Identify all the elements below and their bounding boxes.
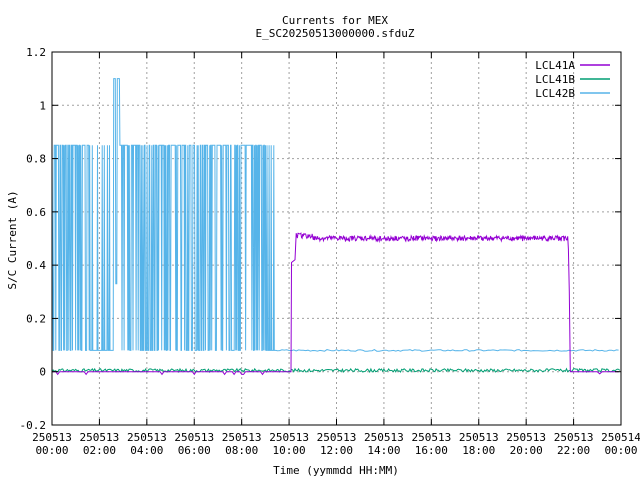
y-axis-label: S/C Current (A) [6,190,19,289]
x-tick-label-date: 250513 [269,431,309,444]
x-tick-label-date: 250513 [459,431,499,444]
x-tick-label-date: 250513 [127,431,167,444]
series-line-lcl42b [51,78,619,352]
y-tick-label: 0.2 [26,312,46,325]
x-tick-label-date: 250513 [174,431,214,444]
x-tick-label-time: 10:00 [273,444,306,457]
chart-title: Currents for MEX [282,14,388,27]
x-tick-label-date: 250513 [317,431,357,444]
x-tick-label-date: 250513 [32,431,72,444]
x-tick-label-date: 250513 [222,431,262,444]
y-tick-label: 0.6 [26,206,46,219]
x-tick-label-time: 20:00 [510,444,543,457]
y-tick-label: 1 [39,99,46,112]
x-tick-label-time: 16:00 [415,444,448,457]
y-tick-label: 0 [39,366,46,379]
y-tick-label: 1.2 [26,46,46,59]
y-tick-label: -0.2 [20,419,47,432]
x-tick-label-time: 14:00 [367,444,400,457]
legend-label-lcl41a: LCL41A [535,59,575,72]
x-tick-label-time: 00:00 [35,444,68,457]
x-tick-label-date: 250514 [601,431,640,444]
x-tick-label-time: 22:00 [557,444,590,457]
x-tick-label-time: 12:00 [320,444,353,457]
x-tick-label-date: 250513 [506,431,546,444]
series-line-lcl41b [51,367,621,374]
chart-subtitle: E_SC20250513000000.sfduZ [256,27,415,40]
x-tick-label-date: 250513 [411,431,451,444]
series-line-lcl41a [52,232,619,376]
x-tick-label-date: 250513 [554,431,594,444]
x-tick-label-date: 250513 [80,431,120,444]
x-tick-label-time: 00:00 [604,444,637,457]
x-tick-label-time: 18:00 [462,444,495,457]
legend-label-lcl41b: LCL41B [535,73,575,86]
legend-label-lcl42b: LCL42B [535,87,575,100]
y-tick-label: 0.4 [26,259,46,272]
series-layer [51,78,621,376]
x-axis-label: Time (yymmdd HH:MM) [273,464,399,477]
y-tick-label: 0.8 [26,153,46,166]
x-tick-label-time: 08:00 [225,444,258,457]
x-tick-label-time: 04:00 [130,444,163,457]
x-tick-label-time: 02:00 [83,444,116,457]
tick-marks: -0.200.20.40.60.811.225051300:0025051302… [20,46,640,457]
x-tick-label-time: 06:00 [178,444,211,457]
x-tick-label-date: 250513 [364,431,404,444]
